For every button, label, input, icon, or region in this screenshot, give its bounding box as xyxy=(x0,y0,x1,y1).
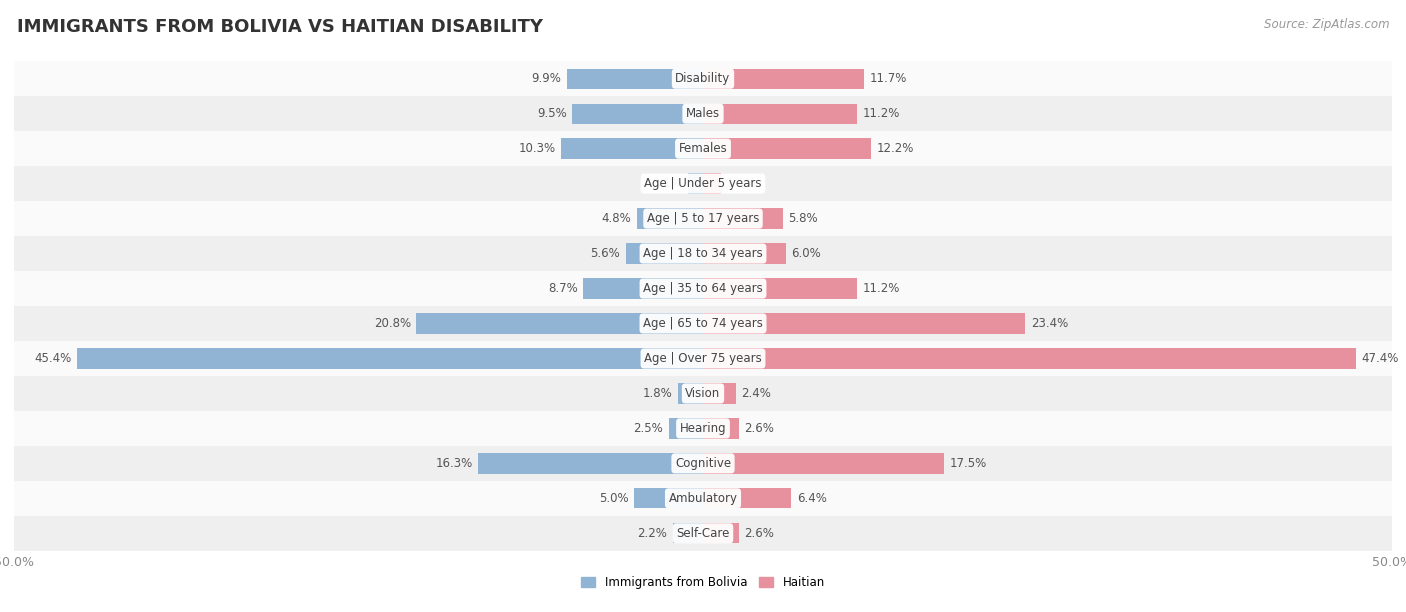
Text: Ambulatory: Ambulatory xyxy=(668,492,738,505)
Bar xyxy=(703,69,865,89)
Text: 9.5%: 9.5% xyxy=(537,107,567,120)
Bar xyxy=(703,244,786,264)
Bar xyxy=(703,488,792,509)
Bar xyxy=(14,516,1392,551)
Text: Males: Males xyxy=(686,107,720,120)
Bar xyxy=(14,411,1392,446)
Bar xyxy=(416,313,703,334)
Bar xyxy=(703,348,1357,368)
Text: Age | 18 to 34 years: Age | 18 to 34 years xyxy=(643,247,763,260)
Text: 11.7%: 11.7% xyxy=(870,72,907,85)
Bar xyxy=(703,523,738,543)
Text: 8.7%: 8.7% xyxy=(548,282,578,295)
Text: 2.2%: 2.2% xyxy=(637,527,668,540)
Text: 4.8%: 4.8% xyxy=(602,212,631,225)
Bar xyxy=(14,446,1392,481)
Bar xyxy=(14,236,1392,271)
Bar xyxy=(703,313,1025,334)
Text: 5.0%: 5.0% xyxy=(599,492,628,505)
Text: IMMIGRANTS FROM BOLIVIA VS HAITIAN DISABILITY: IMMIGRANTS FROM BOLIVIA VS HAITIAN DISAB… xyxy=(17,18,543,36)
Text: 23.4%: 23.4% xyxy=(1031,317,1069,330)
Bar xyxy=(14,271,1392,306)
Bar xyxy=(703,103,858,124)
Bar xyxy=(703,138,872,159)
Text: 5.8%: 5.8% xyxy=(789,212,818,225)
Bar xyxy=(688,173,703,194)
Bar xyxy=(626,244,703,264)
Text: 2.5%: 2.5% xyxy=(633,422,664,435)
Text: 2.6%: 2.6% xyxy=(744,422,775,435)
Bar xyxy=(637,209,703,229)
Text: 47.4%: 47.4% xyxy=(1361,352,1399,365)
Bar xyxy=(703,453,945,474)
Text: Age | Under 5 years: Age | Under 5 years xyxy=(644,177,762,190)
Bar xyxy=(14,166,1392,201)
Text: Age | Over 75 years: Age | Over 75 years xyxy=(644,352,762,365)
Bar xyxy=(703,173,721,194)
Text: Vision: Vision xyxy=(685,387,721,400)
Bar xyxy=(634,488,703,509)
Text: Self-Care: Self-Care xyxy=(676,527,730,540)
Bar xyxy=(703,418,738,439)
Bar xyxy=(14,376,1392,411)
Text: 12.2%: 12.2% xyxy=(876,142,914,155)
Bar xyxy=(14,61,1392,96)
Bar xyxy=(567,69,703,89)
Text: Source: ZipAtlas.com: Source: ZipAtlas.com xyxy=(1264,18,1389,31)
Bar xyxy=(703,278,858,299)
Bar xyxy=(703,383,737,403)
Bar xyxy=(678,383,703,403)
Bar xyxy=(14,341,1392,376)
Text: 1.3%: 1.3% xyxy=(727,177,756,190)
Text: 6.4%: 6.4% xyxy=(797,492,827,505)
Bar xyxy=(669,418,703,439)
Text: 10.3%: 10.3% xyxy=(519,142,555,155)
Bar xyxy=(14,131,1392,166)
Bar xyxy=(478,453,703,474)
Text: 1.1%: 1.1% xyxy=(652,177,682,190)
Bar xyxy=(14,96,1392,131)
Text: 11.2%: 11.2% xyxy=(863,282,900,295)
Bar xyxy=(14,201,1392,236)
Bar xyxy=(77,348,703,368)
Text: 16.3%: 16.3% xyxy=(436,457,472,470)
Text: 20.8%: 20.8% xyxy=(374,317,411,330)
Text: 5.6%: 5.6% xyxy=(591,247,620,260)
Text: Age | 5 to 17 years: Age | 5 to 17 years xyxy=(647,212,759,225)
Text: Age | 35 to 64 years: Age | 35 to 64 years xyxy=(643,282,763,295)
Text: 9.9%: 9.9% xyxy=(531,72,561,85)
Text: 2.6%: 2.6% xyxy=(744,527,775,540)
Bar xyxy=(561,138,703,159)
Bar xyxy=(672,523,703,543)
Bar xyxy=(703,209,783,229)
Text: 17.5%: 17.5% xyxy=(949,457,987,470)
Text: 2.4%: 2.4% xyxy=(741,387,772,400)
Bar xyxy=(572,103,703,124)
Text: 1.8%: 1.8% xyxy=(643,387,672,400)
Text: Cognitive: Cognitive xyxy=(675,457,731,470)
Text: 6.0%: 6.0% xyxy=(792,247,821,260)
Text: Females: Females xyxy=(679,142,727,155)
Legend: Immigrants from Bolivia, Haitian: Immigrants from Bolivia, Haitian xyxy=(576,572,830,594)
Bar xyxy=(14,481,1392,516)
Bar xyxy=(14,306,1392,341)
Text: 45.4%: 45.4% xyxy=(35,352,72,365)
Text: 11.2%: 11.2% xyxy=(863,107,900,120)
Text: Disability: Disability xyxy=(675,72,731,85)
Bar xyxy=(583,278,703,299)
Text: Age | 65 to 74 years: Age | 65 to 74 years xyxy=(643,317,763,330)
Text: Hearing: Hearing xyxy=(679,422,727,435)
